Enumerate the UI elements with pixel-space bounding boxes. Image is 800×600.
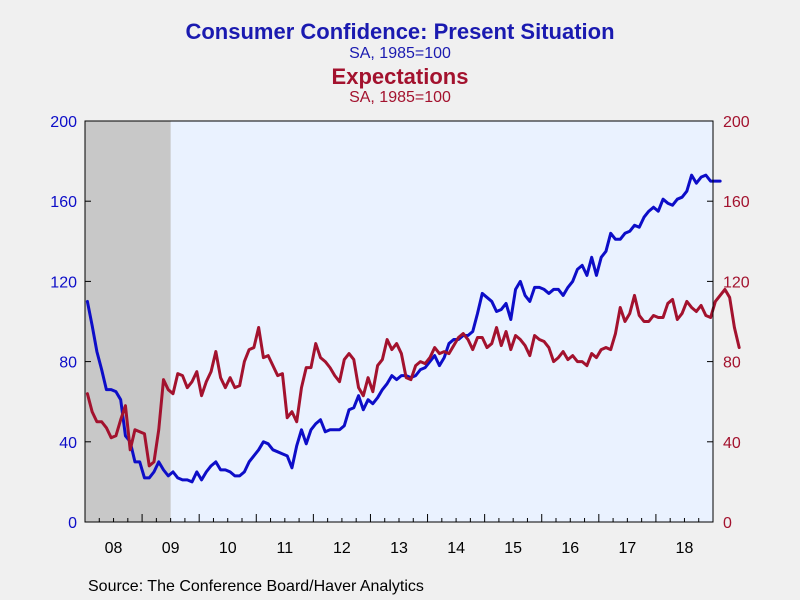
x-tick-label: 12 [333,540,351,557]
x-tick-label: 17 [618,540,636,557]
x-tick-label: 09 [162,540,180,557]
y-tick-label-right: 120 [723,274,750,291]
x-tick-label: 14 [447,540,465,557]
x-tick-label: 10 [219,540,237,557]
chart-subtitle: SA, 1985=100 [349,45,451,62]
x-tick-label: 11 [277,540,294,557]
y-tick-label-right: 160 [723,194,750,211]
y-tick-label-left: 40 [59,435,77,452]
x-tick-label: 16 [561,540,579,557]
plot-area [85,121,713,522]
x-tick-label: 13 [390,540,408,557]
y-tick-label-right: 200 [723,114,750,131]
source-note: Source: The Conference Board/Haver Analy… [88,578,424,595]
y-tick-label-right: 40 [723,435,741,452]
y-tick-label-left: 0 [68,515,77,532]
chart-subtitle-2: SA, 1985=100 [349,89,451,106]
chart-title-block: Consumer Confidence: Present Situation S… [0,18,800,106]
x-tick-label: 08 [105,540,123,557]
y-tick-label-left: 160 [50,194,77,211]
series-line-expectations [85,287,741,468]
y-tick-label-left: 80 [59,355,77,372]
x-tick-label: 18 [676,540,694,557]
y-tick-label-right: 80 [723,355,741,372]
y-tick-label-right: 0 [723,515,732,532]
chart-title-2: Expectations [331,64,469,89]
series-line-present-situation [85,173,722,484]
x-tick-label: 15 [504,540,522,557]
y-tick-label-left: 200 [50,114,77,131]
y-tick-label-left: 120 [50,274,77,291]
chart-title: Consumer Confidence: Present Situation [185,19,615,44]
